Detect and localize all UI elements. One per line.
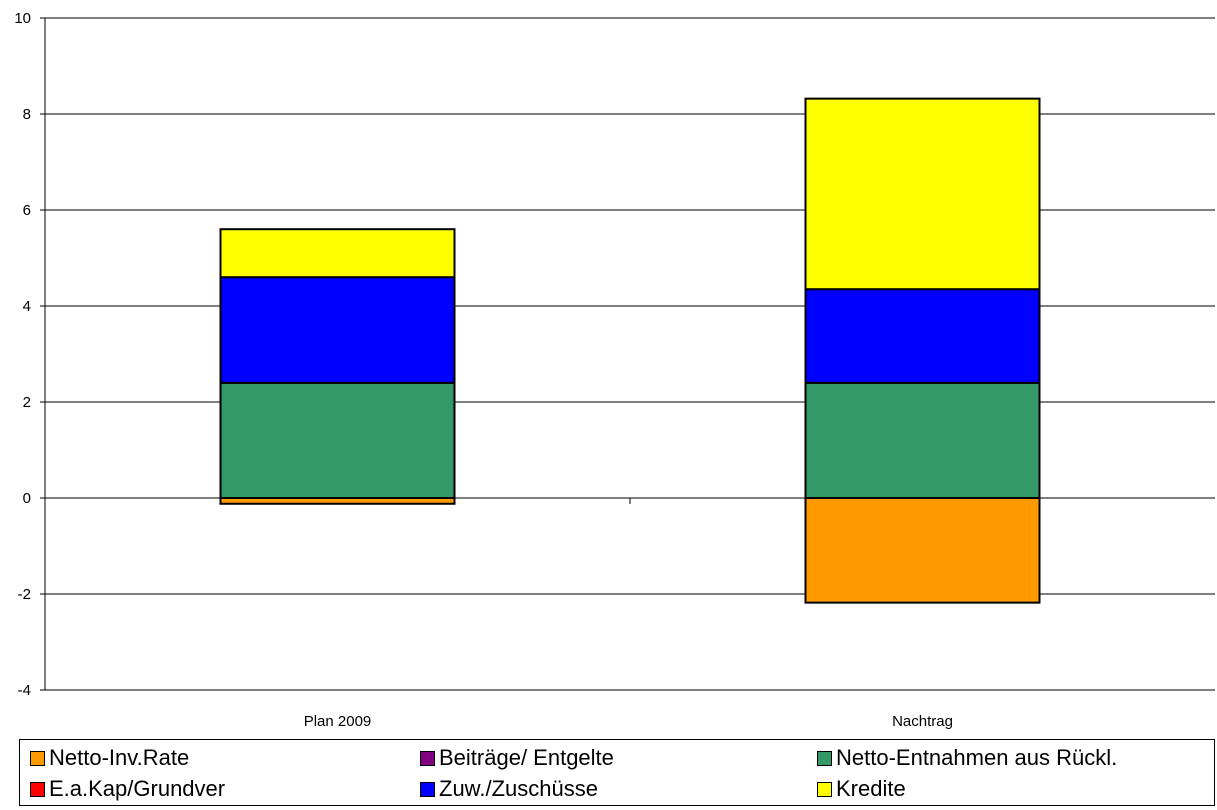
legend-item: Netto-Inv.Rate xyxy=(30,743,189,773)
bar-segment-zuw-zusch-sse xyxy=(219,276,456,384)
y-tick-label: 0 xyxy=(23,490,31,507)
legend-item: Beiträge/ Entgelte xyxy=(420,743,614,773)
legend-swatch xyxy=(817,781,832,797)
category-label: Nachtrag xyxy=(892,713,953,730)
legend-item: E.a.Kap/Grundver xyxy=(30,774,225,804)
stacked-bar-chart: -4 -2 0 2 4 6 8 10 Plan 2009 Nachtrag xyxy=(14,10,1215,730)
bar-segment-kredite xyxy=(219,228,456,279)
bar-segment-netto-inv-rate xyxy=(804,497,1041,604)
legend-label: Netto-Entnahmen aus Rückl. xyxy=(836,745,1118,770)
y-tick-label: 8 xyxy=(23,106,31,123)
y-tick-label: 2 xyxy=(23,394,31,411)
category-label: Plan 2009 xyxy=(304,713,372,730)
legend-swatch xyxy=(30,750,45,766)
legend-label: Zuw./Zuschüsse xyxy=(439,776,598,801)
y-tick-label: 10 xyxy=(14,10,31,27)
legend-label: Netto-Inv.Rate xyxy=(49,745,190,770)
legend-label: E.a.Kap/Grundver xyxy=(49,776,226,801)
y-tick-label: -2 xyxy=(18,586,31,603)
legend-label: Beiträge/ Entgelte xyxy=(439,745,614,770)
legend-swatch xyxy=(420,750,435,766)
legend-item: Netto-Entnahmen aus Rückl. xyxy=(817,743,1117,773)
legend-swatch xyxy=(817,750,832,766)
bar-segment-zuw-zusch-sse xyxy=(804,288,1041,384)
legend-swatch xyxy=(30,781,45,797)
legend-item: Zuw./Zuschüsse xyxy=(420,774,598,804)
bar-segment-netto-entnahmen-aus-r-ckl- xyxy=(219,381,456,499)
legend: Netto-Inv.Rate Beiträge/ Entgelte Netto-En… xyxy=(19,739,1215,806)
y-tick-label: -4 xyxy=(18,682,31,699)
y-tick-label: 4 xyxy=(23,298,31,315)
bar-segment-kredite xyxy=(804,97,1041,291)
bar-segment-netto-entnahmen-aus-r-ckl- xyxy=(804,381,1041,499)
legend-swatch xyxy=(420,781,435,797)
legend-label: Kredite xyxy=(836,776,906,801)
y-tick-label: 6 xyxy=(23,202,31,219)
legend-item: Kredite xyxy=(817,774,906,804)
